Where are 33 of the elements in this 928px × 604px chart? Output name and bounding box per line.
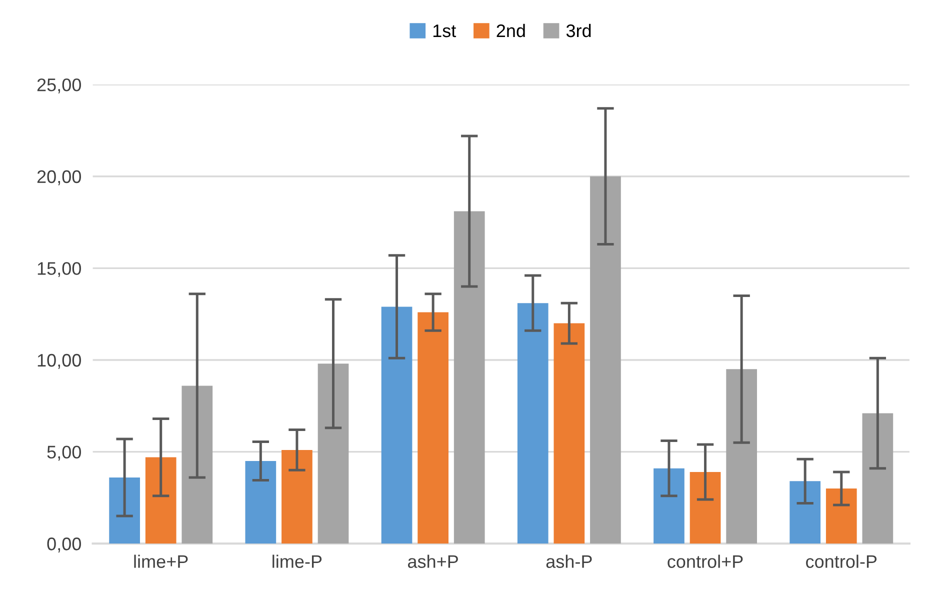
bar xyxy=(381,306,412,544)
legend-label: 3rd xyxy=(566,24,591,38)
bar xyxy=(517,303,548,544)
y-tick-label: 20,00 xyxy=(37,170,81,186)
bar xyxy=(590,176,621,544)
bar xyxy=(318,364,349,544)
bar xyxy=(145,457,176,544)
bar xyxy=(554,323,585,544)
legend-label: 2nd xyxy=(496,24,525,38)
x-tick-label: ash+P xyxy=(408,554,458,568)
x-tick-label: control+P xyxy=(668,554,743,568)
y-tick-label: 15,00 xyxy=(38,262,81,278)
bar xyxy=(726,369,757,544)
bar xyxy=(245,460,276,544)
bar xyxy=(109,478,140,544)
y-tick-label: 5,00 xyxy=(47,446,81,461)
y-tick-label: 0,00 xyxy=(47,538,81,552)
x-tick-label: control-P xyxy=(806,554,877,568)
x-tick-label: lime-P xyxy=(272,554,322,568)
bar xyxy=(418,312,448,544)
legend-label: 1st xyxy=(433,24,456,38)
bar xyxy=(790,481,821,544)
x-tick-label: lime+P xyxy=(134,554,188,568)
y-tick-label: 10,00 xyxy=(38,354,81,369)
bar xyxy=(690,472,721,544)
bar xyxy=(282,450,312,544)
x-tick-label: ash-P xyxy=(546,554,592,568)
bar xyxy=(182,386,213,544)
bar xyxy=(826,488,857,544)
y-tick-label: 25,00 xyxy=(37,78,81,94)
bar xyxy=(454,211,485,544)
bar xyxy=(862,413,894,544)
bar xyxy=(654,468,684,544)
